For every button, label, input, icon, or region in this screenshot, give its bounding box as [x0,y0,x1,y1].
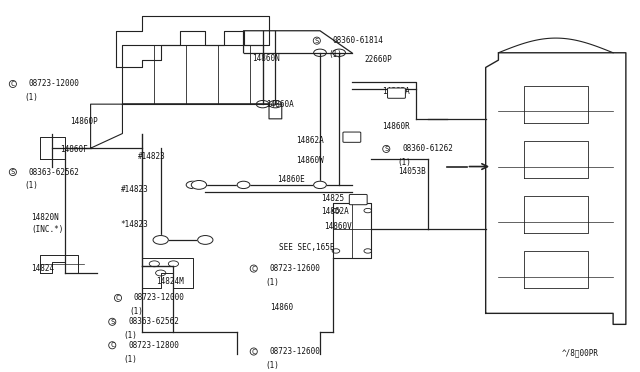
Text: 14824: 14824 [31,264,54,273]
Circle shape [186,181,199,189]
Text: 14860W: 14860W [296,156,324,165]
Text: 14860: 14860 [269,303,292,312]
Circle shape [191,180,207,189]
Text: 08363-62562: 08363-62562 [128,317,179,326]
Circle shape [153,235,168,244]
Text: 14824M: 14824M [156,277,184,286]
Text: 08360-61814: 08360-61814 [333,36,383,45]
Text: (1): (1) [24,182,38,190]
Text: 14860V: 14860V [324,221,352,231]
Text: S: S [11,169,15,175]
Text: 14825: 14825 [321,194,344,203]
Text: 14860R: 14860R [382,122,410,131]
Text: (INC.*): (INC.*) [31,225,64,234]
Text: 14860A: 14860A [266,100,294,109]
Text: 14860N: 14860N [252,54,280,63]
Text: 08723-12800: 08723-12800 [128,341,179,350]
Text: (1): (1) [129,307,143,316]
Text: ^/8）00PR: ^/8）00PR [562,349,599,357]
Text: C: C [252,266,256,272]
Text: 14820N: 14820N [31,213,59,222]
Text: (1): (1) [24,93,38,102]
Text: #14823: #14823 [120,185,148,194]
Text: 14862A: 14862A [321,207,349,216]
Text: 14053B: 14053B [398,167,426,176]
Text: 08723-12000: 08723-12000 [29,80,79,89]
Text: 14862A: 14862A [383,87,410,96]
Text: 14862A: 14862A [296,136,324,145]
Text: 08723-12600: 08723-12600 [269,347,321,356]
Text: C: C [11,81,15,87]
Text: 08723-12600: 08723-12600 [269,264,321,273]
Text: #14823: #14823 [138,152,166,161]
Text: (1): (1) [397,158,412,167]
Text: C: C [252,349,256,355]
Text: S: S [384,146,388,152]
Text: 08360-61262: 08360-61262 [402,144,453,153]
Text: (1): (1) [265,278,279,287]
Text: S: S [110,319,115,325]
Text: 08723-12000: 08723-12000 [134,294,185,302]
Text: 22660P: 22660P [365,55,392,64]
FancyBboxPatch shape [343,132,361,142]
Text: *14823: *14823 [120,220,148,229]
FancyBboxPatch shape [388,88,405,98]
FancyBboxPatch shape [349,195,367,205]
Text: S: S [315,38,319,44]
Text: (1): (1) [265,361,279,370]
Circle shape [314,181,326,189]
Text: 14860F: 14860F [60,145,88,154]
Text: 14860E: 14860E [276,174,305,183]
Circle shape [198,235,213,244]
Text: (1): (1) [124,355,138,364]
Circle shape [237,181,250,189]
Text: C: C [116,295,120,301]
Text: (1): (1) [328,50,342,59]
Text: SEE SEC,165E: SEE SEC,165E [279,243,335,252]
Text: 14860P: 14860P [70,117,98,126]
Text: (1): (1) [124,331,138,340]
Text: 08363-62562: 08363-62562 [29,167,79,177]
Text: C: C [110,342,115,348]
